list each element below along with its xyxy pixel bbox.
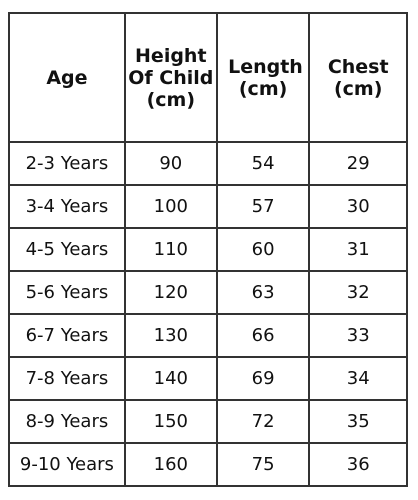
header-cell: Age bbox=[8, 12, 126, 143]
table-body: 2-3 Years 90 54 29 3-4 Years 100 57 30 4-5 Years… bbox=[8, 141, 408, 487]
table-cell: 34 bbox=[308, 356, 408, 401]
cell-text: 36 bbox=[346, 454, 370, 475]
table-cell: 140 bbox=[123, 356, 218, 401]
cell-text: 75 bbox=[251, 454, 275, 475]
cell-text: 6-7 Years bbox=[25, 325, 109, 346]
table-row: 6-7 Years 130 66 33 bbox=[8, 313, 408, 358]
table-row: 5-6 Years 120 63 32 bbox=[8, 270, 408, 315]
cell-text: 29 bbox=[346, 153, 370, 174]
table-row: 8-9 Years 150 72 35 bbox=[8, 399, 408, 444]
table-cell: 160 bbox=[123, 442, 218, 487]
cell-text: 130 bbox=[153, 325, 188, 346]
table-cell: 35 bbox=[308, 399, 408, 444]
table-cell: 2-3 Years bbox=[8, 141, 126, 186]
cell-text: 140 bbox=[153, 368, 188, 389]
cell-text: 9-10 Years bbox=[19, 454, 114, 475]
table-row: 3-4 Years 100 57 30 bbox=[8, 184, 408, 229]
table-cell: 8-9 Years bbox=[8, 399, 126, 444]
cell-text: 60 bbox=[251, 239, 275, 260]
table-row: 4-5 Years 110 60 31 bbox=[8, 227, 408, 272]
table-cell: 33 bbox=[308, 313, 408, 358]
cell-text: Age bbox=[46, 66, 88, 89]
cell-text: 2-3 Years bbox=[25, 153, 109, 174]
cell-text: 160 bbox=[153, 454, 188, 475]
header-cell: Length (cm) bbox=[215, 12, 311, 143]
table-cell: 5-6 Years bbox=[8, 270, 126, 315]
cell-text: 150 bbox=[153, 411, 188, 432]
table-cell: 36 bbox=[308, 442, 408, 487]
table-row: 2-3 Years 90 54 29 bbox=[8, 141, 408, 186]
table-cell: 120 bbox=[123, 270, 218, 315]
table-cell: 29 bbox=[308, 141, 408, 186]
table-cell: 130 bbox=[123, 313, 218, 358]
table-header: Age Height Of Child (cm) Length (cm) Chest … bbox=[8, 12, 408, 143]
table-cell: 7-8 Years bbox=[8, 356, 126, 401]
size-table: Age Height Of Child (cm) Length (cm) Chest … bbox=[8, 12, 408, 487]
cell-text: 100 bbox=[153, 196, 188, 217]
table-cell: 100 bbox=[123, 184, 218, 229]
table-cell: 30 bbox=[308, 184, 408, 229]
cell-text: 32 bbox=[346, 282, 370, 303]
cell-text: 8-9 Years bbox=[25, 411, 109, 432]
table-cell: 150 bbox=[123, 399, 218, 444]
cell-text: 3-4 Years bbox=[25, 196, 109, 217]
table-cell: 57 bbox=[215, 184, 311, 229]
table-cell: 9-10 Years bbox=[8, 442, 126, 487]
table-row: 7-8 Years 140 69 34 bbox=[8, 356, 408, 401]
cell-text: 110 bbox=[153, 239, 188, 260]
cell-text: 63 bbox=[251, 282, 275, 303]
table-cell: 4-5 Years bbox=[8, 227, 126, 272]
cell-text: 31 bbox=[346, 239, 370, 260]
table-cell: 63 bbox=[215, 270, 311, 315]
cell-text: 7-8 Years bbox=[25, 368, 109, 389]
cell-text: 57 bbox=[251, 196, 275, 217]
table-row: 9-10 Years 160 75 36 bbox=[8, 442, 408, 487]
cell-text: 69 bbox=[251, 368, 275, 389]
table-cell: 60 bbox=[215, 227, 311, 272]
header-cell: Chest (cm) bbox=[308, 12, 408, 143]
table-cell: 6-7 Years bbox=[8, 313, 126, 358]
cell-text: 72 bbox=[251, 411, 275, 432]
table-cell: 66 bbox=[215, 313, 311, 358]
cell-text: 120 bbox=[153, 282, 188, 303]
cell-text: 30 bbox=[346, 196, 370, 217]
cell-text: 4-5 Years bbox=[25, 239, 109, 260]
cell-text: 33 bbox=[346, 325, 370, 346]
cell-text: Chest (cm) bbox=[327, 55, 389, 100]
header-row: Age Height Of Child (cm) Length (cm) Chest … bbox=[8, 12, 408, 143]
cell-text: Length (cm) bbox=[228, 55, 303, 100]
cell-text: Height Of Child (cm) bbox=[128, 44, 214, 111]
table-cell: 72 bbox=[215, 399, 311, 444]
table-cell: 75 bbox=[215, 442, 311, 487]
cell-text: 35 bbox=[346, 411, 370, 432]
table-cell: 69 bbox=[215, 356, 311, 401]
table-cell: 31 bbox=[308, 227, 408, 272]
table-cell: 110 bbox=[123, 227, 218, 272]
table-cell: 3-4 Years bbox=[8, 184, 126, 229]
table-cell: 32 bbox=[308, 270, 408, 315]
cell-text: 5-6 Years bbox=[25, 282, 109, 303]
table-cell: 54 bbox=[215, 141, 311, 186]
cell-text: 34 bbox=[346, 368, 370, 389]
header-cell: Height Of Child (cm) bbox=[123, 12, 218, 143]
cell-text: 54 bbox=[251, 153, 275, 174]
cell-text: 66 bbox=[251, 325, 275, 346]
table-cell: 90 bbox=[123, 141, 218, 186]
cell-text: 90 bbox=[159, 153, 183, 174]
